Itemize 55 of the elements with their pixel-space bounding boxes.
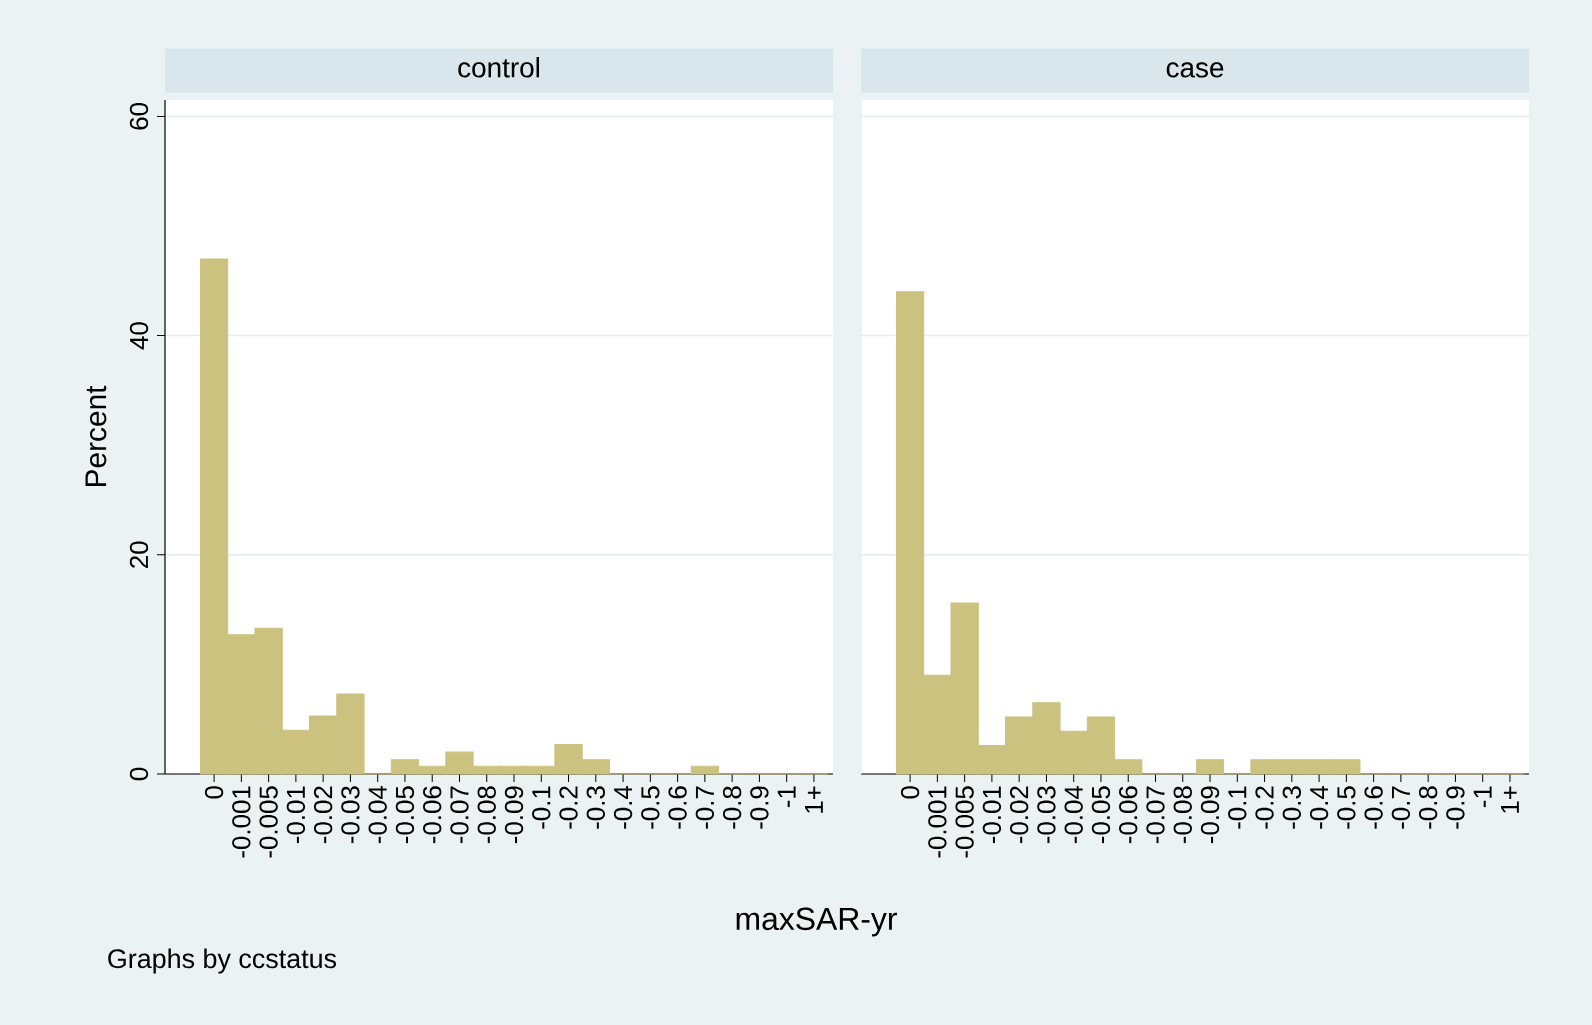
- x-tick-label: -0.02: [1009, 786, 1029, 844]
- x-tick-label: -1: [777, 786, 796, 808]
- x-tick-label: -0.07: [1146, 786, 1165, 844]
- x-tick-label: -0.5: [641, 786, 660, 829]
- x-tick-label: -0.3: [1282, 786, 1301, 829]
- chart-title: control: [458, 57, 539, 78]
- x-tick-label: -0.01: [286, 786, 306, 844]
- x-tick-label: -1: [1473, 786, 1492, 808]
- x-tick-label: 0: [204, 786, 224, 799]
- x-tick-label: -0.05: [395, 786, 415, 844]
- x-tick-label: -0.08: [1173, 786, 1192, 844]
- x-tick-label: -0.05: [1091, 786, 1111, 844]
- x-tick-label: -0.005: [259, 786, 278, 858]
- x-tick-label: -0.001: [928, 786, 947, 858]
- x-tick-label: -0.1: [1228, 786, 1247, 829]
- x-tick-label: -0.09: [1200, 786, 1220, 844]
- x-tick-label: -0.7: [1391, 786, 1411, 829]
- x-tick-label: 1+: [1501, 786, 1519, 813]
- text: Graphs by ccstatus: [108, 948, 337, 974]
- x-tick-label: -0.07: [450, 786, 469, 844]
- x-tick-label: -0.8: [1418, 786, 1438, 829]
- x-tick-label: -0.06: [1119, 786, 1138, 844]
- x-tick-label: -0.2: [1255, 786, 1274, 829]
- x-axis-title: maxSAR-yr: [736, 907, 897, 937]
- x-tick-label: -0.8: [722, 786, 742, 829]
- y-axis-title: Percent: [85, 385, 107, 487]
- x-tick-label: -0.6: [1364, 786, 1383, 829]
- x-tick-label: -0.3: [586, 786, 605, 829]
- x-tick-label: -0.4: [1309, 785, 1329, 829]
- x-tick-label: -0.01: [982, 786, 1002, 844]
- x-tick-label: -0.005: [955, 786, 974, 858]
- y-tick-label: 40: [129, 322, 149, 350]
- x-tick-label: -0.6: [668, 786, 687, 829]
- x-tick-label: -0.9: [750, 786, 769, 829]
- x-tick-label: -0.9: [1446, 786, 1465, 829]
- x-tick-label: -0.04: [1064, 785, 1083, 844]
- y-tick-label: 60: [129, 103, 149, 130]
- x-tick-label: 1+: [805, 786, 823, 813]
- chart-title: case: [1166, 62, 1224, 78]
- x-tick-label: -0.09: [504, 786, 524, 844]
- x-tick-label: -0.02: [313, 786, 333, 844]
- y-tick-label: 0: [129, 767, 149, 781]
- x-tick-label: -0.1: [532, 786, 551, 829]
- y-tick-label: 20: [129, 541, 149, 568]
- x-tick-label: -0.08: [477, 786, 496, 844]
- x-tick-label: -0.03: [341, 786, 360, 844]
- x-tick-label: -0.04: [368, 785, 387, 844]
- x-tick-label: -0.4: [613, 785, 633, 829]
- x-tick-label: 0: [900, 786, 920, 799]
- x-tick-label: -0.03: [1037, 786, 1056, 844]
- x-tick-label: -0.7: [695, 786, 715, 829]
- x-tick-label: -0.2: [559, 786, 578, 829]
- x-tick-label: -0.5: [1337, 786, 1356, 829]
- x-tick-label: -0.06: [423, 786, 442, 844]
- x-tick-label: -0.001: [232, 786, 251, 858]
